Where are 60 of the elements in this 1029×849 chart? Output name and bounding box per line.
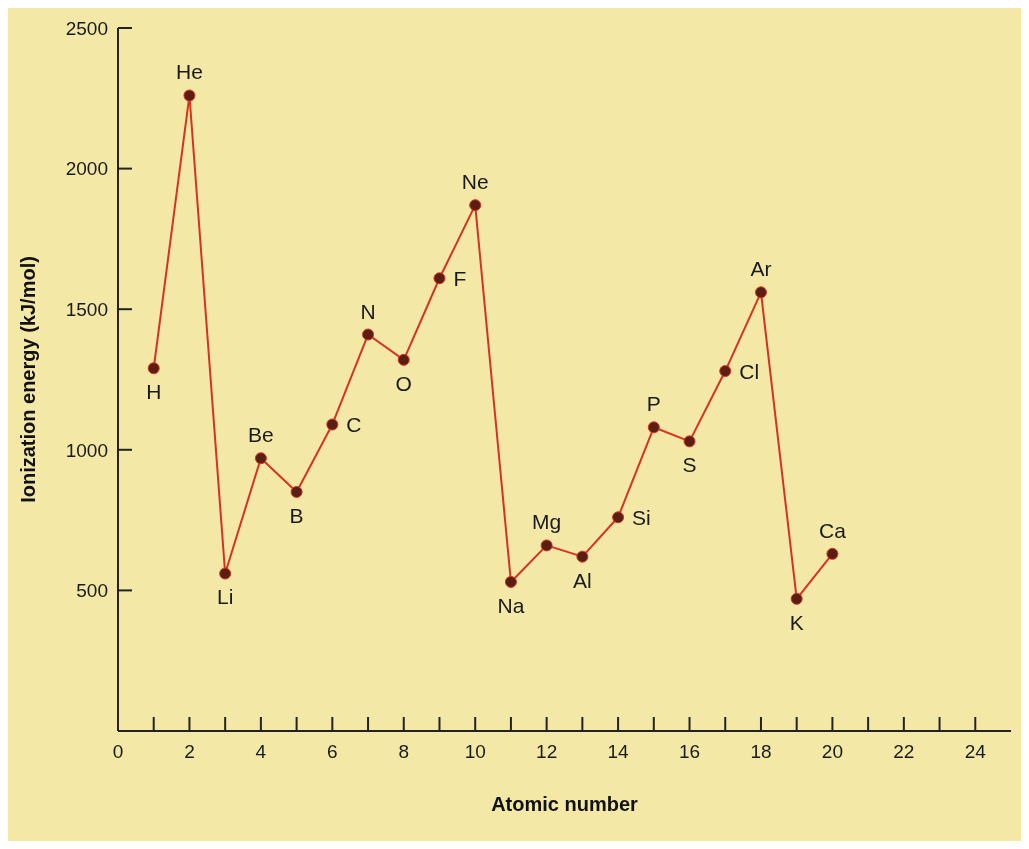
y-tick-label: 1000 <box>65 439 108 461</box>
annotation: Li <box>216 585 234 609</box>
annotation: F <box>453 266 467 290</box>
point <box>504 575 517 588</box>
point <box>183 89 196 102</box>
annotation: Ne <box>461 170 489 194</box>
point <box>469 199 482 212</box>
annotation: Mg <box>532 510 562 534</box>
annotation: C <box>346 412 362 436</box>
x-tick-label: 2 <box>184 741 195 763</box>
point <box>290 485 303 498</box>
annotation: N <box>360 299 376 323</box>
y-tick-label: 2500 <box>65 17 108 39</box>
point <box>326 418 339 431</box>
x-tick-label: 22 <box>893 741 915 763</box>
y-axis-title: Ionization energy (kJ/mol) <box>17 256 40 503</box>
x-tick-label: 12 <box>536 741 558 763</box>
point <box>719 365 732 378</box>
point <box>647 421 660 434</box>
y-tick-label: 1500 <box>65 298 108 320</box>
annotation: Si <box>632 505 651 529</box>
x-tick-label: 18 <box>750 741 772 763</box>
point <box>219 567 232 580</box>
annotation: O <box>395 371 412 395</box>
x-tick-label: 24 <box>964 741 987 763</box>
annotation: Al <box>573 568 592 592</box>
point <box>540 539 553 552</box>
annotation: B <box>289 503 304 527</box>
x-tick-label: 14 <box>607 741 630 763</box>
point <box>612 511 625 524</box>
annotation: Cl <box>739 359 760 383</box>
point <box>754 286 767 299</box>
x-tick-label: 6 <box>327 741 338 763</box>
point <box>254 452 267 465</box>
x-tick-label: 0 <box>112 741 124 763</box>
y-tick-label: 500 <box>76 580 108 602</box>
annotation: Na <box>497 593 525 617</box>
point <box>147 362 160 375</box>
annotation: S <box>682 453 697 477</box>
point <box>683 435 696 448</box>
point <box>362 328 375 341</box>
point <box>576 550 589 563</box>
x-tick-label: 16 <box>678 741 701 763</box>
x-tick-label: 10 <box>464 741 486 763</box>
annotation: He <box>176 60 203 84</box>
annotation: Ar <box>750 257 772 281</box>
y-tick-label: 2000 <box>65 158 108 180</box>
point <box>433 272 446 285</box>
annotation: K <box>789 610 804 634</box>
point <box>790 592 803 605</box>
annotation: H <box>146 380 162 404</box>
x-tick-label: 4 <box>255 741 267 763</box>
annotation: P <box>646 392 661 416</box>
point <box>826 547 839 560</box>
annotation: Be <box>248 423 274 447</box>
x-tick-label: 20 <box>821 741 843 763</box>
point <box>397 353 410 366</box>
annotation: Ca <box>818 518 847 542</box>
x-tick-label: 8 <box>398 741 410 763</box>
x-axis-title: Atomic number <box>491 793 639 815</box>
